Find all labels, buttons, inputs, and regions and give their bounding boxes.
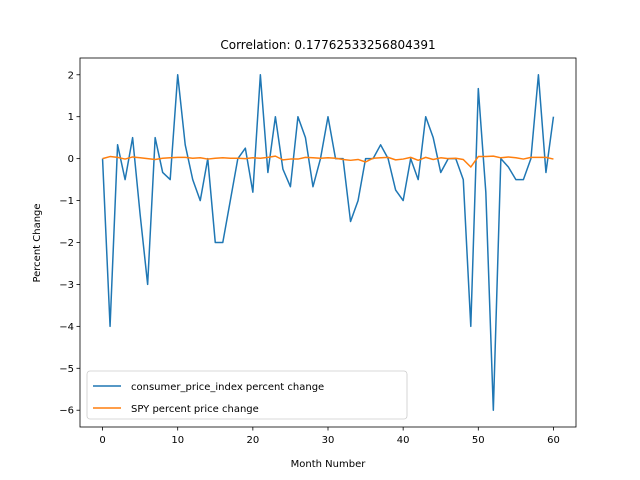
chart-title: Correlation: 0.17762533256804391	[220, 38, 435, 52]
x-tick-label: 30	[322, 435, 335, 446]
x-axis-label: Month Number	[291, 459, 367, 470]
series-line-0	[101, 74, 555, 411]
plot-series	[101, 74, 555, 411]
y-axis-label: Percent Change	[32, 203, 43, 282]
legend-label-0: consumer_price_index percent change	[131, 382, 324, 393]
y-tick-label: 2	[68, 70, 74, 81]
y-tick-label: 1	[68, 112, 74, 123]
y-tick-label: −5	[59, 364, 74, 375]
x-tick-label: 20	[246, 435, 259, 446]
x-tick-label: 60	[547, 435, 560, 446]
y-axis-ticks: −6 −5 −4 −3 −2 −1 0 1 2	[59, 70, 80, 417]
x-tick-label: 40	[397, 435, 410, 446]
y-tick-label: −6	[59, 406, 74, 417]
x-tick-label: 0	[99, 435, 105, 446]
x-tick-label: 50	[472, 435, 485, 446]
y-tick-label: −3	[59, 280, 74, 291]
y-tick-label: −1	[59, 196, 74, 207]
y-tick-label: −2	[59, 238, 74, 249]
x-tick-label: 10	[171, 435, 184, 446]
legend-box	[86, 370, 408, 420]
y-tick-label: −4	[59, 322, 74, 333]
y-tick-label: 0	[68, 154, 74, 165]
series-line-1	[102, 155, 554, 168]
legend-label-1: SPY percent price change	[131, 404, 259, 415]
legend: consumer_price_index percent change SPY p…	[86, 370, 408, 420]
x-axis-ticks: 0 10 20 30 40 50 60	[99, 427, 560, 446]
